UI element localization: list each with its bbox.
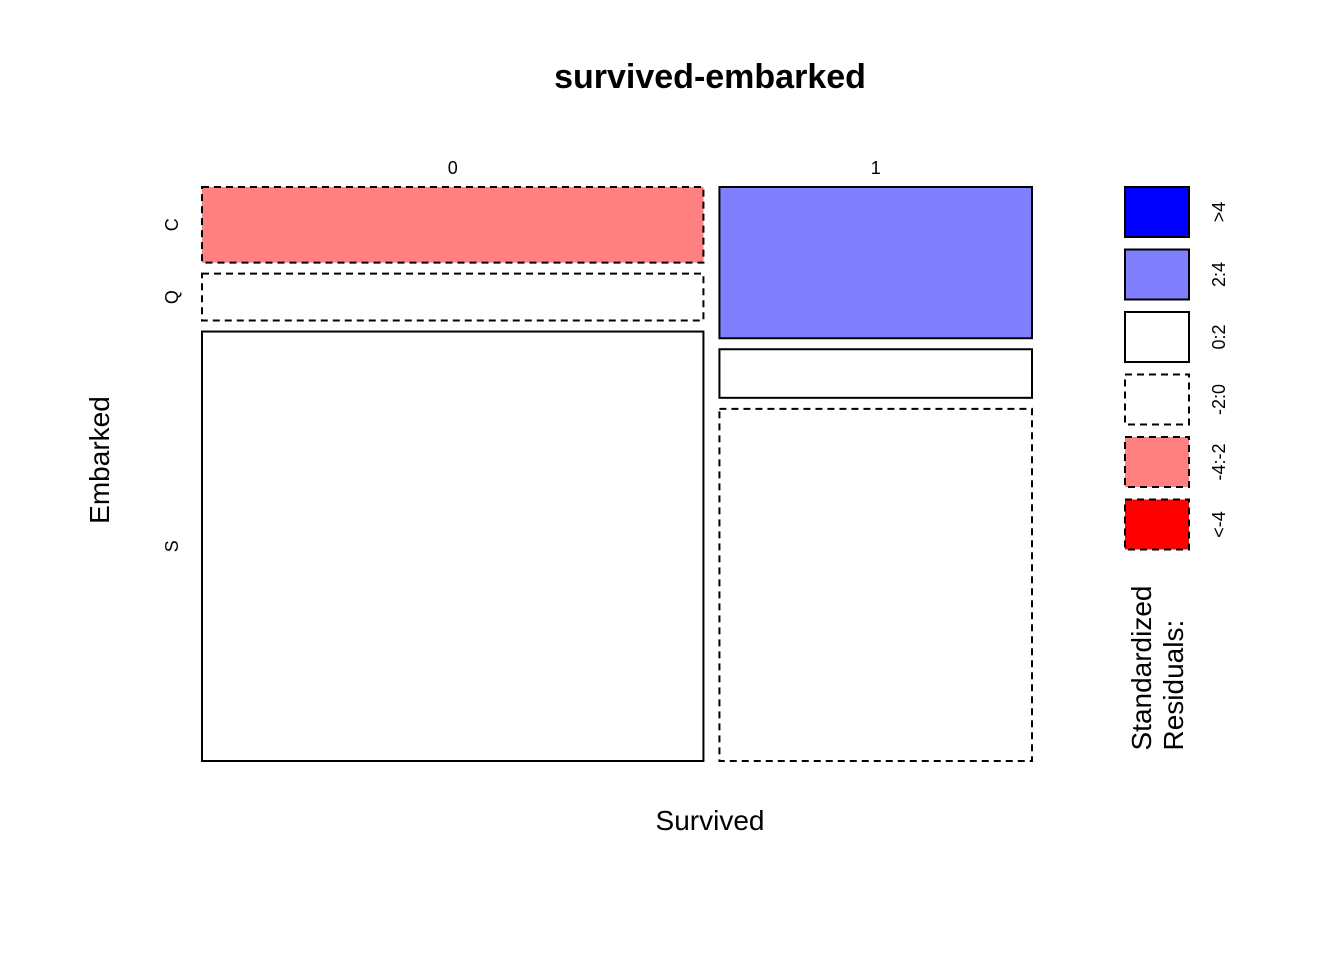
legend-label: 2:4 [1209, 262, 1229, 287]
x-level-label: 1 [871, 158, 881, 178]
y-level-label: C [162, 218, 182, 231]
legend-label: <-4 [1209, 511, 1229, 538]
legend-label: 0:2 [1209, 324, 1229, 349]
mosaic-tile-1-C [718, 186, 1033, 340]
legend-swatch [1124, 373, 1190, 426]
legend-swatch [1124, 311, 1190, 363]
legend-swatch [1124, 498, 1190, 551]
mosaic-tile-1-Q [718, 348, 1033, 399]
legend-title-line1: Standardized [1126, 585, 1157, 751]
legend-label: >4 [1209, 202, 1229, 223]
legend-title-line2: Residuals: [1158, 619, 1189, 751]
mosaic-tile-1-S [718, 407, 1033, 762]
legend-swatch [1124, 248, 1190, 301]
mosaic-tile-0-C [201, 186, 705, 264]
mosaic-tile-0-Q [201, 272, 705, 322]
legend-title: Standardized Residuals: [1126, 585, 1190, 750]
y-axis-label: Embarked [84, 396, 115, 524]
y-level-label: S [162, 540, 182, 552]
x-level-label: 0 [448, 158, 458, 178]
mosaic-tile-0-S [201, 330, 705, 762]
legend-label: -2:0 [1209, 384, 1229, 415]
legend-swatch [1124, 436, 1190, 488]
legend-swatch [1124, 186, 1190, 238]
y-level-label: Q [162, 290, 182, 304]
x-axis-label: Survived [655, 805, 765, 836]
chart-title: survived-embarked [554, 58, 866, 96]
legend-label: -4:-2 [1209, 443, 1229, 480]
